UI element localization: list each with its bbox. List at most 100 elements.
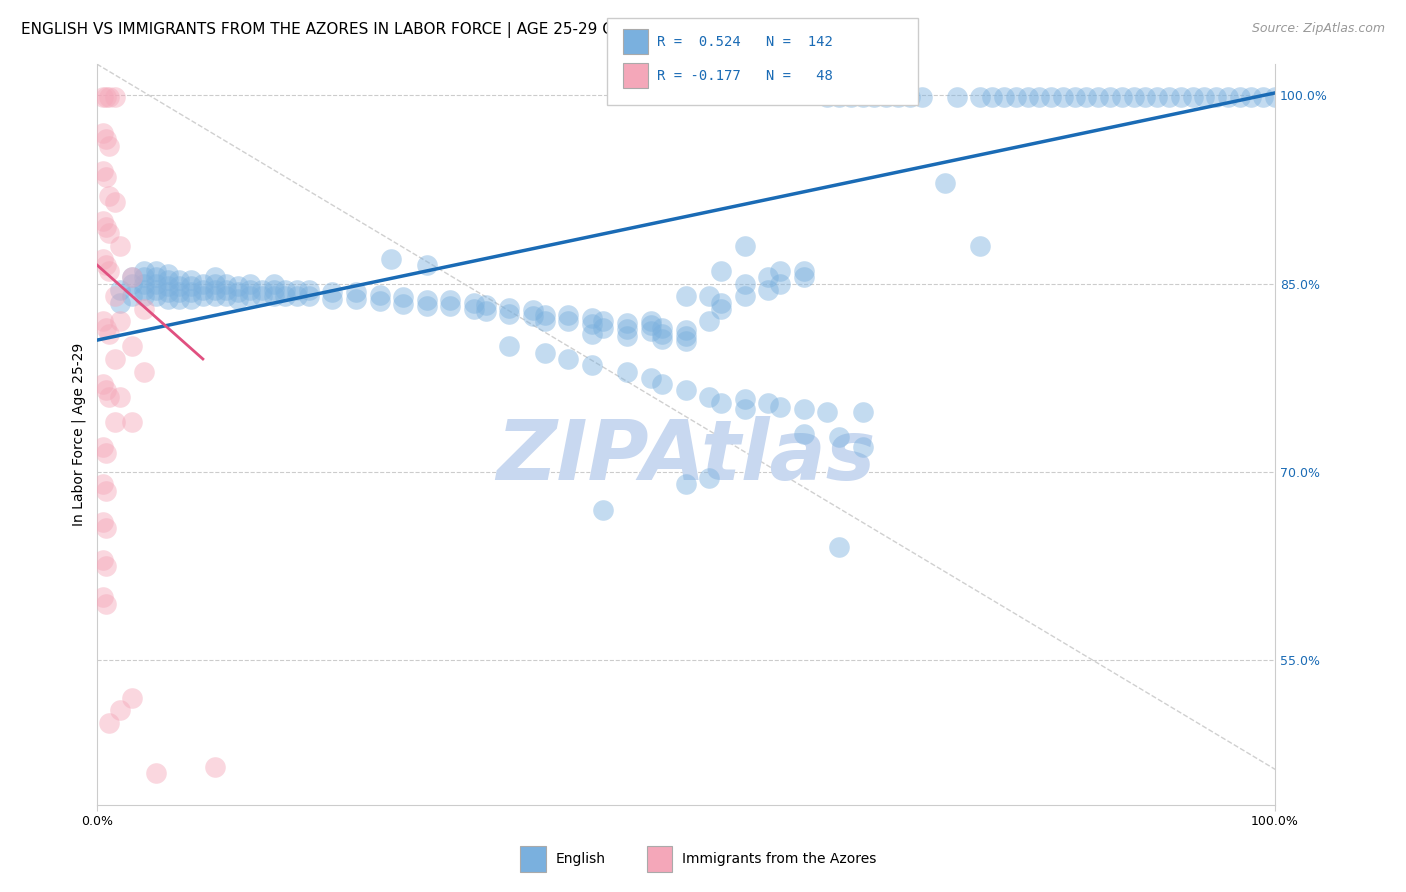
Point bbox=[815, 89, 838, 103]
Point bbox=[132, 264, 155, 278]
Point bbox=[557, 314, 579, 328]
Point bbox=[180, 273, 202, 287]
Point bbox=[592, 502, 614, 516]
Point bbox=[132, 270, 155, 285]
Point bbox=[121, 277, 143, 291]
Point bbox=[815, 405, 838, 419]
Point bbox=[103, 195, 125, 210]
Point bbox=[710, 301, 733, 316]
Point bbox=[439, 299, 461, 313]
Point bbox=[463, 301, 485, 316]
Point bbox=[250, 289, 273, 303]
Point bbox=[110, 314, 132, 328]
Point bbox=[1004, 89, 1026, 103]
Point bbox=[1146, 89, 1168, 103]
Point bbox=[226, 285, 249, 300]
Point bbox=[204, 283, 226, 297]
Point bbox=[498, 339, 520, 353]
Point bbox=[875, 89, 897, 103]
Point bbox=[91, 553, 114, 567]
Point bbox=[699, 314, 721, 328]
Point bbox=[734, 402, 756, 417]
Point bbox=[910, 89, 932, 103]
Point bbox=[96, 89, 118, 103]
Point bbox=[498, 307, 520, 321]
Point bbox=[699, 471, 721, 485]
Point bbox=[145, 277, 167, 291]
Point bbox=[1087, 89, 1109, 103]
Text: R =  0.524   N =  142: R = 0.524 N = 142 bbox=[657, 35, 832, 49]
Point bbox=[285, 289, 308, 303]
Point bbox=[710, 264, 733, 278]
Text: ZIPAtlas: ZIPAtlas bbox=[496, 416, 876, 497]
Point bbox=[204, 277, 226, 291]
Point bbox=[710, 295, 733, 310]
Point bbox=[839, 89, 862, 103]
Point bbox=[344, 285, 367, 300]
Point bbox=[1135, 89, 1157, 103]
Point bbox=[852, 405, 875, 419]
Point bbox=[1229, 89, 1251, 103]
Point bbox=[321, 285, 343, 300]
Point bbox=[226, 279, 249, 293]
Point bbox=[239, 277, 262, 291]
Point bbox=[734, 392, 756, 406]
Point bbox=[169, 273, 191, 287]
Point bbox=[121, 690, 143, 705]
Point bbox=[97, 715, 120, 730]
Point bbox=[522, 303, 544, 318]
Point bbox=[675, 289, 697, 303]
Point bbox=[581, 317, 603, 331]
Point bbox=[416, 293, 439, 307]
Point bbox=[769, 264, 792, 278]
Point bbox=[110, 283, 132, 297]
Point bbox=[103, 289, 125, 303]
Point bbox=[416, 258, 439, 272]
Point bbox=[1099, 89, 1122, 103]
Point bbox=[91, 377, 114, 392]
Point bbox=[675, 323, 697, 337]
Point bbox=[699, 390, 721, 404]
Point bbox=[191, 289, 214, 303]
Point bbox=[1216, 89, 1239, 103]
Point bbox=[91, 477, 114, 491]
Point bbox=[344, 292, 367, 306]
Point bbox=[180, 285, 202, 300]
Point bbox=[110, 239, 132, 253]
Point bbox=[1028, 89, 1050, 103]
Point bbox=[91, 591, 114, 605]
Point bbox=[263, 277, 285, 291]
Point bbox=[1063, 89, 1085, 103]
Point bbox=[274, 283, 297, 297]
Point bbox=[215, 277, 238, 291]
Point bbox=[91, 314, 114, 328]
Point bbox=[1040, 89, 1063, 103]
Point bbox=[110, 703, 132, 717]
Point bbox=[675, 384, 697, 398]
Point bbox=[156, 279, 179, 293]
Point bbox=[1181, 89, 1204, 103]
Point bbox=[91, 440, 114, 454]
Point bbox=[392, 297, 415, 311]
Point bbox=[1194, 89, 1216, 103]
Point bbox=[145, 264, 167, 278]
Point bbox=[97, 227, 120, 241]
Point bbox=[121, 415, 143, 429]
Point bbox=[887, 89, 910, 103]
Point bbox=[1240, 89, 1263, 103]
Point bbox=[1205, 89, 1227, 103]
Point bbox=[215, 289, 238, 303]
Point bbox=[474, 298, 496, 312]
Point bbox=[103, 351, 125, 366]
Point bbox=[96, 220, 118, 235]
Point bbox=[191, 277, 214, 291]
Point bbox=[1157, 89, 1180, 103]
Point bbox=[180, 292, 202, 306]
Point bbox=[380, 252, 402, 266]
Point bbox=[321, 292, 343, 306]
Point bbox=[416, 299, 439, 313]
Text: ENGLISH VS IMMIGRANTS FROM THE AZORES IN LABOR FORCE | AGE 25-29 CORRELATION CHA: ENGLISH VS IMMIGRANTS FROM THE AZORES IN… bbox=[21, 22, 768, 38]
Point bbox=[651, 332, 673, 346]
Point bbox=[651, 320, 673, 334]
Point bbox=[592, 314, 614, 328]
